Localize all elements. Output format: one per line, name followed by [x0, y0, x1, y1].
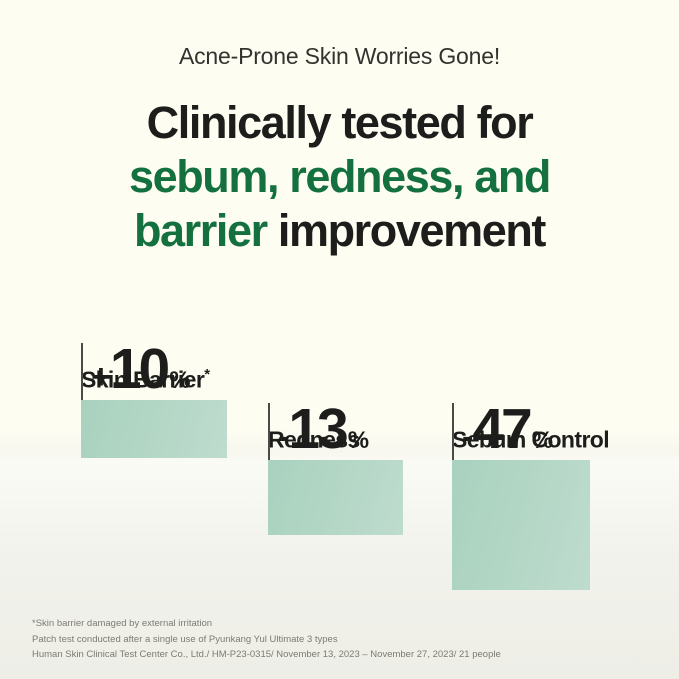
metric-tick-line-sebum-control: [452, 403, 454, 460]
metric-label-skin-barrier: Skin Barrier*: [81, 366, 210, 394]
metric-value-redness: - 13 %: [269, 401, 369, 458]
metric-number: 13: [288, 397, 348, 461]
asterisk-marker: *: [204, 366, 210, 384]
metric-redness: Redness - 13 %: [268, 401, 403, 535]
eyebrow-text: Acne-Prone Skin Worries Gone!: [178, 43, 501, 69]
metric-bar-skin-barrier: [81, 400, 227, 458]
headline-line-1: Clinically tested for: [146, 97, 534, 148]
metric-sebum-control: Sebum Control - 47 %: [452, 401, 610, 590]
metric-label-sebum-control: Sebum Control: [452, 426, 610, 454]
metric-number: 47: [472, 397, 532, 461]
metric-percent-symbol: %: [531, 427, 553, 454]
footnote-line-2: Patch test conducted after a single use …: [32, 633, 338, 645]
metric-bar-redness: [268, 460, 403, 535]
page-title: Clinically tested for sebum, redness, an…: [0, 96, 679, 258]
metric-label-text: Redness: [268, 427, 360, 453]
metric-percent-symbol: %: [347, 427, 369, 454]
metric-label-text: Sebum Control: [452, 427, 610, 453]
metric-tick-line-skin-barrier: [81, 343, 83, 400]
footnote-block: *Skin barrier damaged by external irrita…: [32, 616, 501, 663]
metric-tick-line-redness: [268, 403, 270, 460]
metric-sign: -: [462, 418, 473, 456]
metric-value-skin-barrier: + 10 %: [82, 337, 191, 401]
footnote-line-3: Human Skin Clinical Test Center Co., Ltd…: [32, 649, 501, 660]
metric-skin-barrier: Skin Barrier* + 10 %: [81, 341, 227, 458]
footnote-line-1: *Skin barrier damaged by external irrita…: [32, 618, 213, 629]
metric-sign: -: [278, 418, 289, 456]
metric-number: 10: [109, 337, 170, 401]
headline-line-3: barrier improvement: [0, 204, 679, 258]
headline-line-3-green: barrier: [133, 205, 268, 256]
headline-line-3-dark: improvement: [266, 205, 547, 256]
metric-sign: +: [91, 358, 111, 396]
metric-label-text: Skin Barrier: [81, 367, 205, 393]
metric-bar-sebum-control: [452, 460, 590, 590]
metric-value-sebum-control: - 47 %: [453, 401, 553, 458]
metric-percent-symbol: %: [169, 367, 191, 394]
metric-label-redness: Redness: [268, 426, 360, 454]
headline-line-2: sebum, redness, and: [128, 151, 551, 202]
